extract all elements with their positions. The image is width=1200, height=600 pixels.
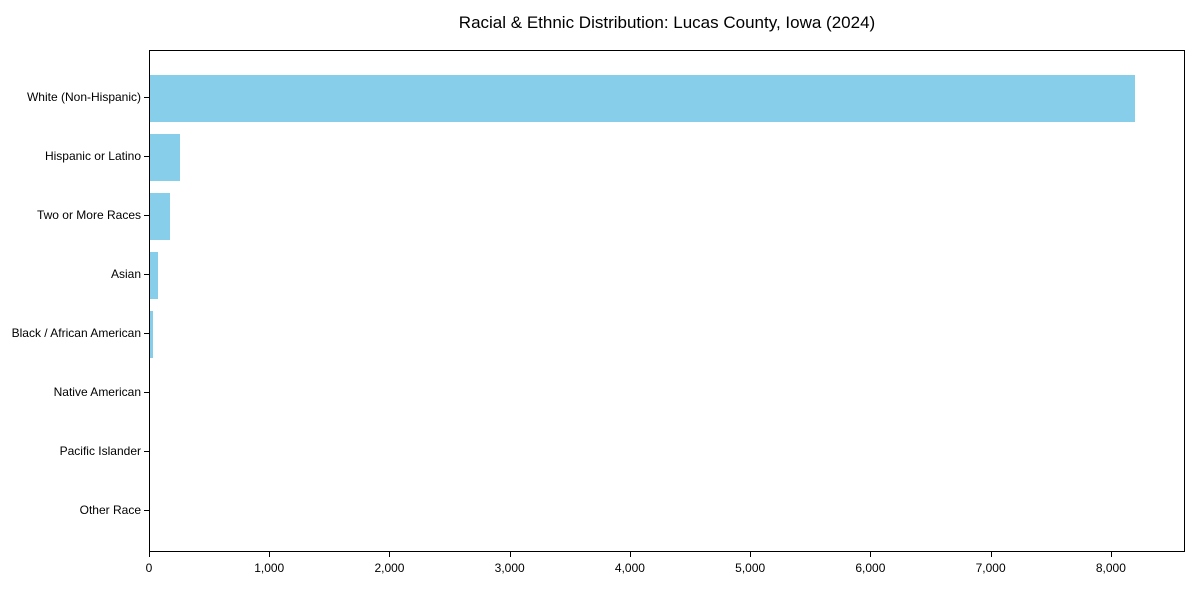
- y-tick-label-white-non-hispanic: White (Non-Hispanic): [26, 90, 141, 104]
- x-tick-label-4-000: 4,000: [614, 561, 645, 575]
- x-tick-mark: [149, 552, 150, 557]
- bar-white-non-hispanic: [150, 74, 1135, 122]
- y-tick-mark: [144, 451, 149, 452]
- bar-two-or-more-races: [150, 192, 170, 240]
- y-tick-mark: [144, 156, 149, 157]
- y-tick-mark: [144, 97, 149, 98]
- x-tick-mark: [870, 552, 872, 557]
- x-tick-mark: [509, 552, 511, 557]
- x-tick-mark: [990, 552, 992, 557]
- y-tick-mark: [144, 215, 149, 216]
- y-tick-label-pacific-islander: Pacific Islander: [59, 444, 141, 458]
- y-tick-label-two-or-more-races: Two or More Races: [36, 208, 141, 222]
- bar-hispanic-or-latino: [150, 133, 181, 181]
- y-tick-label-asian: Asian: [110, 267, 141, 281]
- bar-asian: [150, 251, 159, 299]
- x-tick-label-3-000: 3,000: [494, 561, 525, 575]
- chart-title: Racial & Ethnic Distribution: Lucas Coun…: [458, 13, 876, 32]
- x-tick-mark: [269, 552, 271, 557]
- y-tick-mark: [144, 392, 149, 393]
- x-tick-label-7-000: 7,000: [975, 561, 1006, 575]
- x-tick-mark: [1110, 552, 1112, 557]
- x-tick-mark: [629, 552, 631, 557]
- y-tick-label-other-race: Other Race: [79, 503, 141, 517]
- plot-area: [149, 50, 1185, 552]
- bar-black-african-american: [150, 310, 153, 358]
- y-tick-label-black-african-american: Black / African American: [11, 326, 141, 340]
- x-tick-label-8-000: 8,000: [1095, 561, 1126, 575]
- x-tick-label-5-000: 5,000: [735, 561, 766, 575]
- x-tick-label-2-000: 2,000: [374, 561, 405, 575]
- y-tick-label-native-american: Native American: [53, 385, 141, 399]
- y-tick-mark: [144, 274, 149, 275]
- y-tick-mark: [144, 510, 149, 511]
- x-tick-mark: [750, 552, 752, 557]
- y-tick-mark: [144, 333, 149, 334]
- y-tick-label-hispanic-or-latino: Hispanic or Latino: [44, 149, 141, 163]
- x-tick-mark: [389, 552, 391, 557]
- x-tick-label-6-000: 6,000: [855, 561, 886, 575]
- x-tick-label-0: 0: [145, 561, 153, 575]
- x-tick-label-1-000: 1,000: [254, 561, 285, 575]
